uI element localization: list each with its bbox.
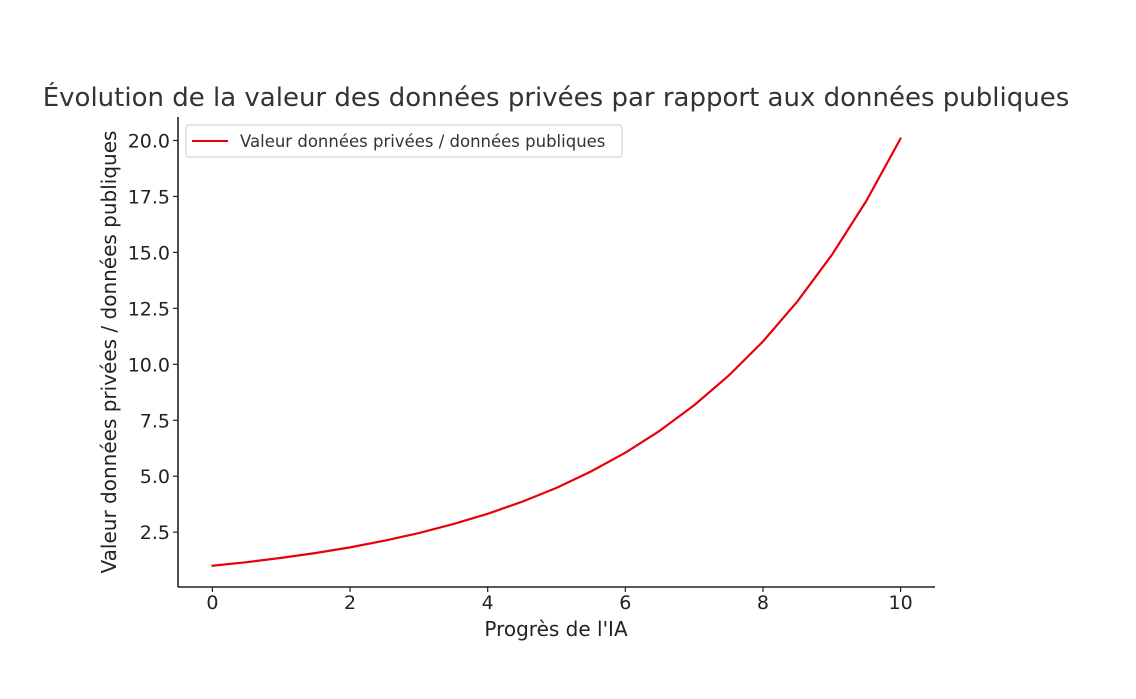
legend-box [185, 124, 623, 158]
x-tick-label: 6 [619, 592, 631, 614]
y-tick-label: 12.5 [128, 298, 170, 320]
legend: Valeur données privées / données publiqu… [185, 124, 623, 158]
y-tick-label: 20.0 [128, 131, 170, 153]
x-tick-label: 4 [482, 592, 494, 614]
y-axis-label: Valeur données privées / données publiqu… [97, 131, 121, 574]
x-tick-label: 2 [344, 592, 356, 614]
y-tick-label: 5.0 [140, 466, 170, 488]
plot-area [211, 137, 902, 567]
y-tick-label: 17.5 [128, 186, 170, 208]
y-tick-label: 2.5 [140, 522, 170, 544]
y-tick-label: 7.5 [140, 410, 170, 432]
y-axis-ticks: 2.5 5.0 7.5 10.0 12.5 15.0 17.5 20.0 [128, 131, 178, 544]
legend-label: Valeur données privées / données publiqu… [240, 132, 605, 151]
x-tick-label: 0 [206, 592, 218, 614]
y-tick-label: 10.0 [128, 354, 170, 376]
chart-title: Évolution de la valeur des données privé… [43, 81, 1070, 113]
y-tick-label: 15.0 [128, 242, 170, 264]
x-tick-label: 8 [757, 592, 769, 614]
x-axis-ticks: 0 2 4 6 8 10 [206, 587, 913, 614]
x-tick-label: 10 [888, 592, 912, 614]
x-axis-label: Progrès de l'IA [484, 617, 628, 641]
series-line [211, 137, 902, 567]
